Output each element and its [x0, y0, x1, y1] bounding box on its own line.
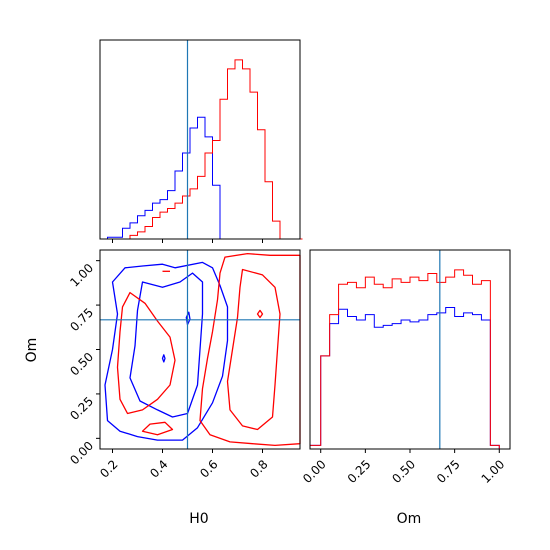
- x-tick-label: 1.00: [479, 457, 508, 486]
- x-tick-label: 0.6: [197, 457, 220, 480]
- contour-series-1-level-3: [141, 421, 174, 436]
- h0-marginal-panel: [99, 39, 303, 243]
- contour-series-1-level-4: [256, 309, 264, 319]
- x-tick-label: 0.8: [247, 457, 270, 480]
- contour-series-1-level-0: [199, 252, 301, 447]
- contour-series-0-level-3: [161, 354, 166, 363]
- histogram-series-0: [309, 307, 510, 450]
- histogram-series-1: [100, 59, 303, 240]
- histogram-series-1: [309, 269, 510, 450]
- x-tick-label: 0.50: [389, 457, 418, 486]
- contour-series-0-level-1: [129, 272, 204, 418]
- x-tick-label: 0.2: [97, 457, 120, 480]
- y-tick-label: 0.25: [67, 394, 96, 423]
- contour-series-0-level-0: [104, 261, 229, 441]
- y-tick-label: 0.75: [67, 305, 96, 334]
- x-tick-label: 0.25: [345, 457, 374, 486]
- contour-series-1-level-2: [116, 291, 176, 415]
- y-tick-label: 0.50: [67, 350, 96, 379]
- y-tick-label: 0.00: [67, 439, 96, 468]
- x-tick-label: 0.00: [300, 457, 329, 486]
- om-marginal-panel: 0.00 0.25 0.50 0.75 1.00: [300, 249, 511, 486]
- x-axis-label-om: Om: [397, 511, 422, 527]
- y-tick-label: 1.00: [67, 261, 96, 290]
- h0-om-joint-panel: 0.2 0.4 0.6 0.8 0.00 0.25 0.50 0.75 1.00: [67, 249, 301, 481]
- y-axis-label-om: Om: [24, 338, 40, 363]
- contour-series-0-level-2: [185, 311, 191, 326]
- x-axis-label-h0: H0: [189, 511, 208, 527]
- contour-series-1-level-1: [226, 268, 281, 431]
- x-tick-label: 0.75: [434, 457, 463, 486]
- h0-marginal-frame: [99, 39, 301, 240]
- x-tick-label: 0.4: [147, 457, 170, 480]
